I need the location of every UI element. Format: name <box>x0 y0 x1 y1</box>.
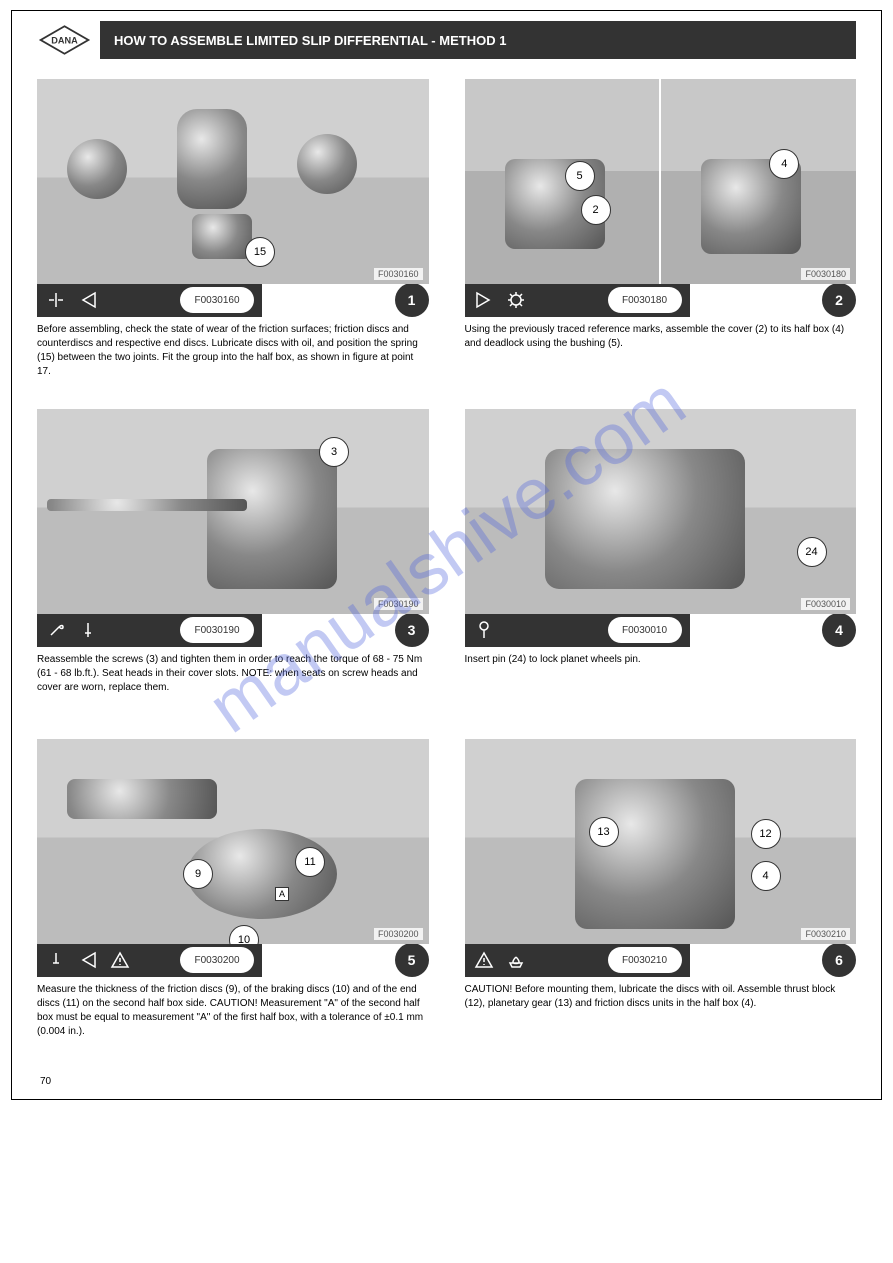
icon-bar: F0030160 1 <box>37 283 429 317</box>
ref-pill: F0030180 <box>608 287 682 313</box>
svg-text:DANA: DANA <box>51 36 78 46</box>
warning-icon <box>473 949 495 971</box>
callout: 24 <box>797 537 827 567</box>
step-text: CAUTION! Before mounting them, lubricate… <box>465 983 857 1039</box>
step-number: 4 <box>822 613 856 647</box>
ref-pill: F0030210 <box>608 947 682 973</box>
ref-pill: F0030010 <box>608 617 682 643</box>
callout: 3 <box>319 437 349 467</box>
warning-icon <box>109 949 131 971</box>
photo-label: F0030010 <box>801 598 850 610</box>
icon-bar: F0030180 2 <box>465 283 857 317</box>
photo-label: F0030210 <box>801 928 850 940</box>
step-number: 1 <box>395 283 429 317</box>
triangle-icon <box>77 949 99 971</box>
step-5: 9 11 10 A F0030200 F0030200 5 Measure th… <box>37 739 429 1039</box>
dana-logo: DANA <box>37 24 92 56</box>
icon-bar: F0030200 5 <box>37 943 429 977</box>
icons <box>37 283 173 317</box>
pin-icon <box>473 619 495 641</box>
step-photo: 3 F0030190 <box>37 409 429 614</box>
pill-bar: F0030190 <box>172 613 262 647</box>
thickness-label: A <box>275 887 289 901</box>
torque-icon <box>45 949 67 971</box>
icons <box>465 283 601 317</box>
callout: 12 <box>751 819 781 849</box>
step-photo: 15 F0030160 <box>37 79 429 284</box>
step-6: 13 12 4 F0030210 F0030210 6 CAUTION! Bef… <box>465 739 857 1039</box>
step-4: 24 F0030010 F0030010 4 Insert pin (24) t… <box>465 409 857 709</box>
icons <box>37 613 173 647</box>
callout: 13 <box>589 817 619 847</box>
photo-label: F0030200 <box>374 928 423 940</box>
step-text: Reassemble the screws (3) and tighten th… <box>37 653 429 709</box>
callout: 2 <box>581 195 611 225</box>
callout: 15 <box>245 237 275 267</box>
step-text: Using the previously traced reference ma… <box>465 323 857 379</box>
step-text: Measure the thickness of the friction di… <box>37 983 429 1039</box>
header: DANA HOW TO ASSEMBLE LIMITED SLIP DIFFER… <box>12 11 881 59</box>
step-photo: 5 2 4 F0030180 <box>465 79 857 284</box>
photo-label: F0030190 <box>374 598 423 610</box>
icon-bar: F0030010 4 <box>465 613 857 647</box>
triangle-icon <box>473 289 495 311</box>
pill-bar: F0030160 <box>172 283 262 317</box>
step-text: Insert pin (24) to lock planet wheels pi… <box>465 653 857 709</box>
step-photo: 9 11 10 A F0030200 <box>37 739 429 944</box>
step-number: 2 <box>822 283 856 317</box>
icon-bar: F0030190 3 <box>37 613 429 647</box>
oil-icon <box>505 949 527 971</box>
icons <box>37 943 173 977</box>
callout: 5 <box>565 161 595 191</box>
page-number: 70 <box>40 1076 51 1087</box>
icons <box>465 613 601 647</box>
callout: 9 <box>183 859 213 889</box>
ref-pill: F0030200 <box>180 947 254 973</box>
wrench-icon <box>45 619 67 641</box>
ref-pill: F0030160 <box>180 287 254 313</box>
callout: 4 <box>751 861 781 891</box>
align-icon <box>45 289 67 311</box>
pill-bar: F0030210 <box>600 943 690 977</box>
gear-icon <box>505 289 527 311</box>
step-number: 5 <box>395 943 429 977</box>
page: manualshive.com DANA HOW TO ASSEMBLE LIM… <box>11 10 882 1100</box>
triangle-icon <box>77 289 99 311</box>
step-1: 15 F0030160 F0030160 1 Before assembling… <box>37 79 429 379</box>
callout: 10 <box>229 925 259 944</box>
pill-bar: F0030200 <box>172 943 262 977</box>
step-3: 3 F0030190 F0030190 3 Reassemble the scr… <box>37 409 429 709</box>
title-bar: HOW TO ASSEMBLE LIMITED SLIP DIFFERENTIA… <box>100 21 856 59</box>
pill-bar: F0030180 <box>600 283 690 317</box>
callout: 11 <box>295 847 325 877</box>
photo-label: F0030160 <box>374 268 423 280</box>
step-photo: 13 12 4 F0030210 <box>465 739 857 944</box>
step-photo: 24 F0030010 <box>465 409 857 614</box>
ref-pill: F0030190 <box>180 617 254 643</box>
page-title: HOW TO ASSEMBLE LIMITED SLIP DIFFERENTIA… <box>114 33 506 48</box>
photo-label: F0030180 <box>801 268 850 280</box>
icons <box>465 943 601 977</box>
torque-icon <box>77 619 99 641</box>
step-2: 5 2 4 F0030180 F0030180 2 <box>465 79 857 379</box>
content-grid: 15 F0030160 F0030160 1 Before assembling… <box>12 59 881 1099</box>
step-number: 6 <box>822 943 856 977</box>
icon-bar: F0030210 6 <box>465 943 857 977</box>
pill-bar: F0030010 <box>600 613 690 647</box>
step-number: 3 <box>395 613 429 647</box>
step-text: Before assembling, check the state of we… <box>37 323 429 379</box>
